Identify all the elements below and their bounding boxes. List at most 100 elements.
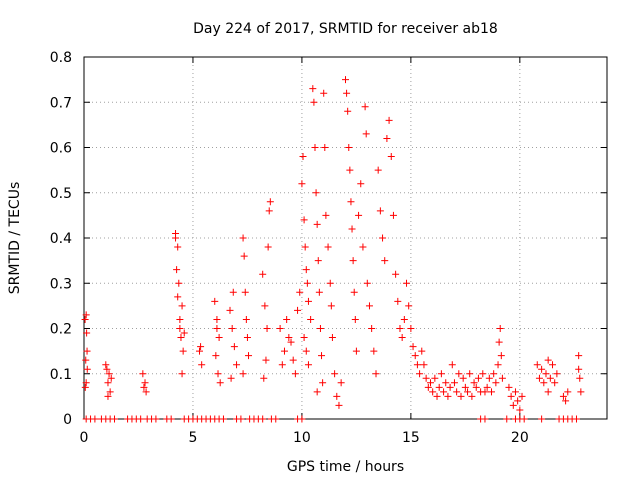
data-point — [261, 302, 269, 310]
data-point — [453, 388, 461, 396]
data-point — [103, 365, 111, 373]
data-point — [549, 361, 557, 369]
data-point — [314, 257, 322, 265]
data-point — [173, 266, 181, 274]
data-point — [376, 207, 384, 215]
data-point — [272, 415, 280, 423]
data-point — [104, 392, 112, 400]
data-point — [326, 279, 334, 287]
data-point — [266, 198, 274, 206]
data-point — [152, 415, 160, 423]
x-tick-label: 15 — [402, 430, 420, 446]
data-point — [424, 383, 432, 391]
data-point — [167, 415, 175, 423]
data-point — [511, 388, 519, 396]
data-point — [174, 243, 182, 251]
data-point — [457, 392, 465, 400]
data-point — [509, 401, 517, 409]
data-point — [216, 379, 224, 387]
data-point — [301, 243, 309, 251]
y-tick-label: 0.3 — [50, 276, 72, 292]
data-point — [433, 392, 441, 400]
data-point — [139, 370, 147, 378]
data-point — [420, 361, 428, 369]
x-axis-label: GPS time / hours — [287, 459, 404, 475]
data-point — [481, 388, 489, 396]
data-point — [298, 415, 306, 423]
data-point — [82, 356, 90, 364]
data-point — [546, 374, 554, 382]
data-point — [259, 270, 267, 278]
data-point — [348, 225, 356, 233]
data-point — [497, 352, 505, 360]
data-point — [289, 356, 297, 364]
data-point — [233, 361, 241, 369]
data-point — [544, 356, 552, 364]
data-point — [91, 415, 99, 423]
data-point — [327, 302, 335, 310]
data-point — [468, 392, 476, 400]
data-point — [178, 302, 186, 310]
data-point — [142, 388, 150, 396]
data-point — [450, 379, 458, 387]
data-point — [544, 388, 552, 396]
y-axis-label: SRMTID / TECUs — [7, 182, 23, 295]
data-point — [413, 361, 421, 369]
data-point — [351, 315, 359, 323]
data-point — [214, 370, 222, 378]
data-point — [470, 379, 478, 387]
data-point — [111, 415, 119, 423]
data-point — [262, 356, 270, 364]
grid — [84, 57, 607, 419]
data-point — [278, 361, 286, 369]
data-point — [175, 279, 183, 287]
data-point — [514, 397, 522, 405]
data-point — [83, 347, 91, 355]
data-point — [239, 370, 247, 378]
data-point — [319, 379, 327, 387]
data-point — [316, 325, 324, 332]
data-point — [105, 370, 113, 378]
data-point — [328, 334, 336, 342]
data-point — [418, 347, 426, 355]
data-point — [176, 325, 184, 332]
y-tick-label: 0.2 — [50, 322, 72, 338]
data-point — [349, 257, 357, 265]
data-point — [346, 166, 354, 174]
data-point — [540, 379, 548, 387]
data-point — [442, 379, 450, 387]
data-point — [559, 392, 567, 400]
data-point — [337, 379, 345, 387]
data-point — [361, 103, 369, 111]
data-point — [313, 220, 321, 228]
data-point — [264, 243, 272, 251]
y-tick-label: 0.5 — [50, 186, 72, 202]
chart-title: Day 224 of 2017, SRMTID for receiver ab1… — [193, 21, 498, 37]
data-point — [416, 370, 424, 378]
data-point — [494, 361, 502, 369]
data-point — [213, 315, 221, 323]
data-point — [455, 370, 463, 378]
data-point — [276, 325, 284, 332]
data-point — [81, 315, 89, 323]
data-point — [300, 334, 308, 342]
data-point — [298, 180, 306, 188]
data-point — [219, 415, 227, 423]
data-point — [280, 347, 288, 355]
data-point — [490, 370, 498, 378]
y-tick-label: 0.8 — [50, 50, 72, 66]
data-point — [82, 311, 90, 319]
data-point — [485, 374, 493, 382]
y-tick-label: 0.1 — [50, 367, 72, 383]
data-point — [240, 252, 248, 260]
data-point — [177, 334, 185, 342]
data-point — [342, 76, 349, 84]
x-tick-label: 10 — [293, 430, 311, 446]
data-point — [576, 374, 584, 382]
data-point — [385, 116, 393, 124]
data-point — [137, 415, 145, 423]
data-point — [472, 383, 480, 391]
data-point — [365, 302, 373, 310]
data-point — [227, 374, 235, 382]
